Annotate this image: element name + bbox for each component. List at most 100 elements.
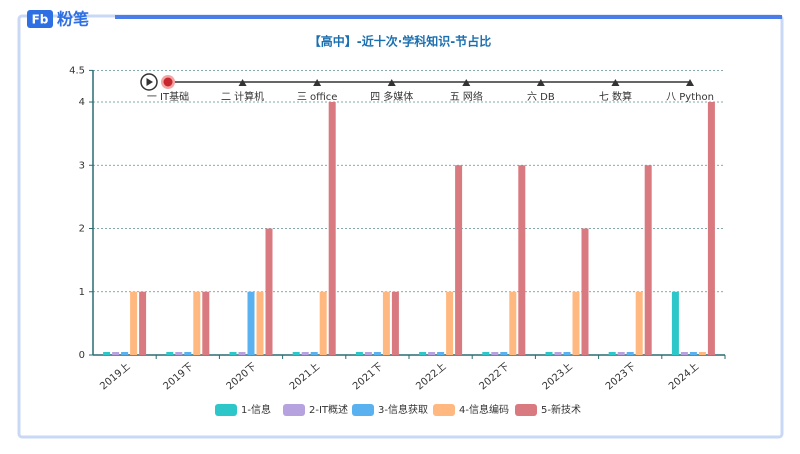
bar xyxy=(166,352,174,355)
timeline-label[interactable]: 六 DB xyxy=(527,91,555,103)
bar xyxy=(391,291,399,355)
bar xyxy=(202,291,210,355)
logo-text: 粉笔 xyxy=(57,10,89,29)
bar xyxy=(184,352,192,355)
legend-label[interactable]: 1-信息 xyxy=(241,403,271,416)
timeline-current-dot xyxy=(163,77,173,87)
x-tick-label: 2024上 xyxy=(666,360,701,392)
logo-badge xyxy=(27,10,53,28)
legend-label[interactable]: 3-信息获取 xyxy=(378,403,428,416)
timeline-label[interactable]: 八 Python xyxy=(666,92,714,103)
bar xyxy=(103,352,111,355)
bar xyxy=(572,291,580,355)
timeline-label[interactable]: 七 数算 xyxy=(599,90,632,103)
bar xyxy=(310,352,318,355)
timeline-point[interactable] xyxy=(387,79,396,86)
timeline-point[interactable] xyxy=(686,79,694,86)
bar xyxy=(500,352,508,355)
bar xyxy=(698,352,706,355)
y-tick-label: 0 xyxy=(79,350,85,361)
frame xyxy=(17,14,784,439)
x-tick-label: 2021下 xyxy=(351,361,385,392)
x-tick-label: 2022下 xyxy=(477,361,511,392)
bar xyxy=(112,352,120,355)
bar xyxy=(545,352,553,355)
x-tick-label: 2020下 xyxy=(225,361,259,392)
x-tick-label: 2023上 xyxy=(540,360,575,392)
bar xyxy=(455,165,463,355)
timeline-point[interactable] xyxy=(238,79,247,86)
x-tick-label: 2023下 xyxy=(604,361,638,392)
y-tick-label: 4 xyxy=(79,97,85,108)
x-tick-label: 2022上 xyxy=(414,360,449,392)
timeline-label[interactable]: 二 计算机 xyxy=(221,90,264,103)
y-tick-label: 1 xyxy=(79,287,85,298)
timeline-label[interactable]: 一 IT基础 xyxy=(147,90,189,103)
bar xyxy=(707,102,715,356)
logo-mark: Fb xyxy=(32,13,49,27)
bar xyxy=(437,352,445,355)
bar xyxy=(301,352,309,355)
legend-label[interactable]: 5-新技术 xyxy=(541,403,581,416)
bar xyxy=(518,165,526,355)
bar xyxy=(292,352,300,355)
legend-swatch[interactable] xyxy=(283,404,305,416)
legend-label[interactable]: 2-IT概述 xyxy=(309,403,348,416)
bar xyxy=(175,352,183,355)
bar xyxy=(247,291,255,355)
x-tick-label: 2019下 xyxy=(161,361,195,392)
legend-swatch[interactable] xyxy=(215,404,237,416)
bar xyxy=(482,352,490,355)
bar xyxy=(193,291,201,355)
bar xyxy=(491,352,499,355)
bar xyxy=(608,352,616,355)
bar xyxy=(229,352,237,355)
bar xyxy=(563,352,571,355)
timeline-point[interactable] xyxy=(313,79,322,86)
bar xyxy=(581,228,589,355)
timeline-label[interactable]: 四 多媒体 xyxy=(370,90,413,103)
legend-swatch[interactable] xyxy=(433,404,455,416)
bar xyxy=(635,291,643,355)
timeline-label[interactable]: 三 office xyxy=(297,92,338,103)
legend-swatch[interactable] xyxy=(515,404,537,416)
legend-swatch[interactable] xyxy=(352,404,374,416)
bar xyxy=(644,165,652,355)
bar xyxy=(446,291,454,355)
bar xyxy=(382,291,390,355)
bar xyxy=(554,352,562,355)
bar xyxy=(509,291,517,355)
timeline-point[interactable] xyxy=(462,79,471,86)
bar xyxy=(139,291,147,355)
y-tick-label: 3 xyxy=(79,160,85,171)
timeline-point[interactable] xyxy=(536,79,545,86)
bar xyxy=(689,352,697,355)
x-tick-label: 2019上 xyxy=(98,360,133,392)
bar xyxy=(373,352,381,355)
bar xyxy=(680,352,688,355)
chart-title: 【高中】-近十次·学科知识-节占比 xyxy=(309,34,492,49)
bar xyxy=(671,291,679,355)
legend-label[interactable]: 4-信息编码 xyxy=(459,403,509,416)
bar xyxy=(626,352,634,355)
bar xyxy=(130,291,138,355)
bar xyxy=(265,228,273,355)
bar xyxy=(238,352,246,355)
bar xyxy=(328,102,336,356)
bar xyxy=(319,291,327,355)
bar xyxy=(428,352,436,355)
header-bar xyxy=(115,15,782,19)
play-icon xyxy=(146,78,153,86)
y-tick-label: 4.5 xyxy=(69,65,85,76)
timeline-point[interactable] xyxy=(611,79,620,86)
timeline-label[interactable]: 五 网络 xyxy=(450,90,483,103)
bar xyxy=(419,352,427,355)
bar xyxy=(364,352,372,355)
x-tick-label: 2021上 xyxy=(287,360,322,392)
y-tick-label: 2 xyxy=(79,224,85,235)
bar xyxy=(617,352,625,355)
bar xyxy=(121,352,129,355)
bar xyxy=(355,352,363,355)
bar xyxy=(256,291,264,355)
